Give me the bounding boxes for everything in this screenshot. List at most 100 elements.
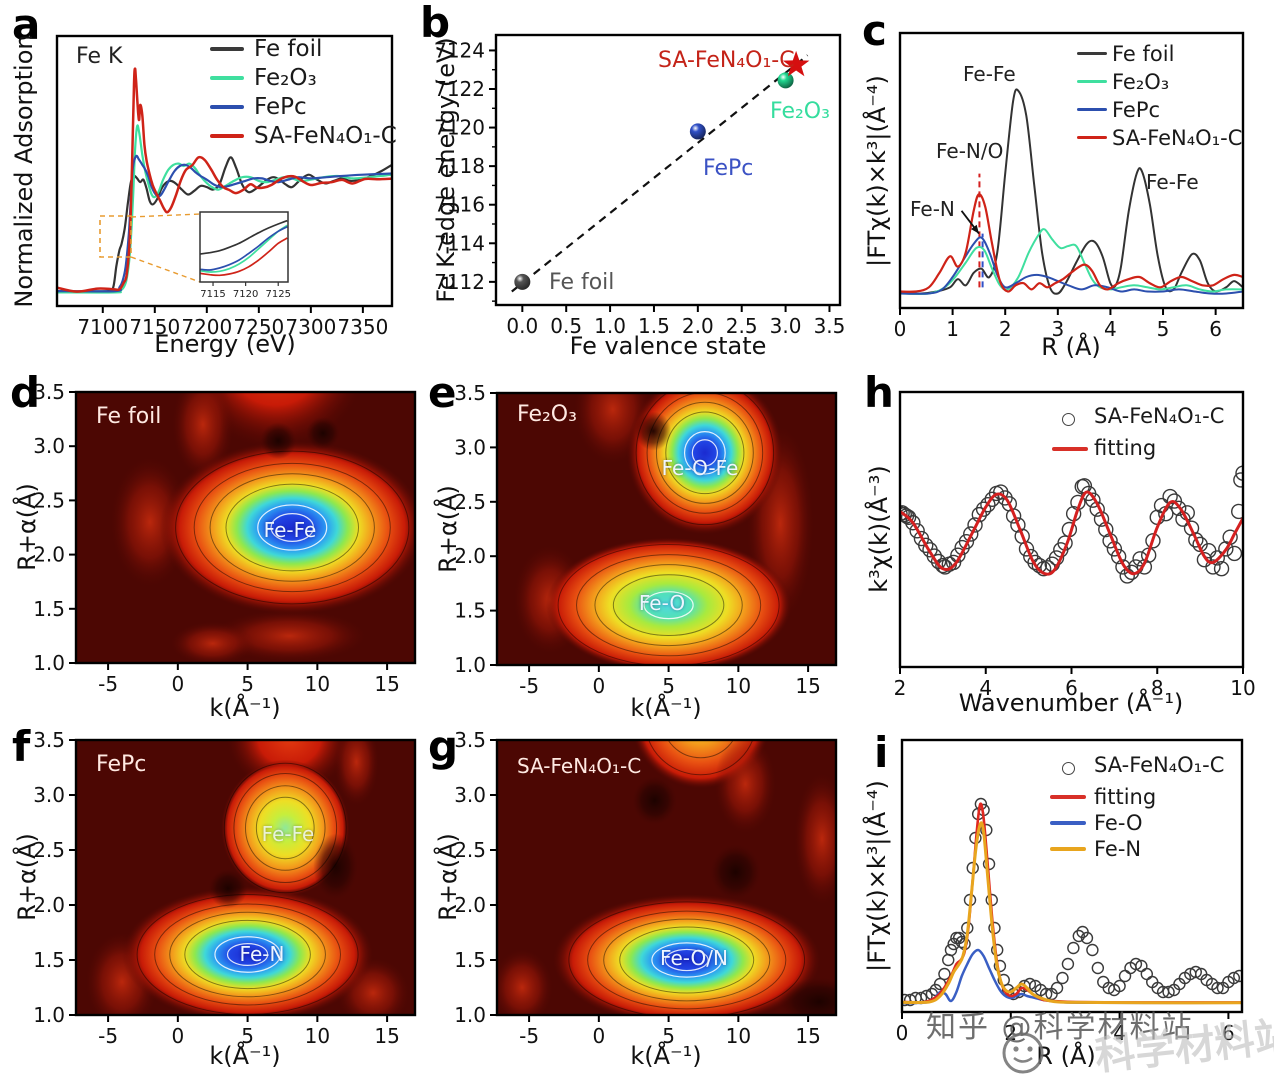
tick-label: -5 bbox=[98, 1024, 118, 1048]
panel-f-contour: -5 0 5 10 15 1.0 1.5 2.0 2.5 3.0 3.5 bbox=[33, 728, 417, 1048]
a-legend-label-fepc: FePc bbox=[254, 94, 307, 120]
tick-label: 2.5 bbox=[33, 488, 65, 512]
tick-label: 7300 bbox=[285, 315, 336, 339]
c-legend-label-fefoil: Fe foil bbox=[1112, 42, 1175, 66]
f-xlabel: k(Å⁻¹) bbox=[209, 1042, 281, 1070]
g-xlabel: k(Å⁻¹) bbox=[630, 1042, 702, 1070]
tick-label: 0 bbox=[171, 1024, 184, 1048]
tick-label: 10 bbox=[726, 1024, 751, 1048]
f-inner-title: FePc bbox=[96, 752, 147, 777]
tick-label: 0.0 bbox=[506, 314, 538, 338]
i-legend-label-feo: Fe-O bbox=[1094, 811, 1143, 835]
h-xlabel: Wavenumber (Å⁻¹) bbox=[958, 689, 1184, 717]
panel-letter-d: d bbox=[10, 368, 41, 417]
a-legend-label-fefoil: Fe foil bbox=[254, 36, 323, 62]
inset-tick-label: 7120 bbox=[233, 289, 258, 300]
tick-label: 4 bbox=[979, 676, 992, 700]
b-point-label-fe2o3: Fe₂O₃ bbox=[770, 99, 830, 124]
tick-label: 1.5 bbox=[33, 948, 65, 972]
tick-label: 2.5 bbox=[33, 838, 65, 862]
c-legend-label-fepc: FePc bbox=[1112, 98, 1161, 122]
tick-label: 2.0 bbox=[33, 543, 65, 567]
tick-label: 1.0 bbox=[454, 653, 486, 677]
b-point-label-sa: SA-FeN₄O₁-C bbox=[658, 48, 795, 73]
h-legend-label-sa: SA-FeN₄O₁-C bbox=[1094, 404, 1225, 428]
tick-label: 2.0 bbox=[682, 314, 714, 338]
a-ylabel: Normalized Adsorption bbox=[10, 34, 38, 308]
panel-e-contour: -5 0 5 10 15 1.0 1.5 2.0 2.5 3.0 3.5 bbox=[454, 381, 838, 698]
tick-label: 5 bbox=[662, 674, 675, 698]
tick-label: 6 bbox=[1209, 317, 1222, 341]
g-inner-title: SA-FeN₄O₁-C bbox=[517, 754, 642, 778]
tick-label: 3.5 bbox=[33, 380, 65, 404]
tick-label: 15 bbox=[795, 674, 820, 698]
tick-label: 10 bbox=[726, 674, 751, 698]
h-ylabel: k³χ(k)(Å⁻³) bbox=[865, 465, 893, 593]
a-legend-swatch-fefoil bbox=[210, 47, 244, 51]
panel-a-plot: 7100 7150 7200 7250 7300 7350 7115 7120 7125 bbox=[55, 34, 394, 339]
panel-c-plot: 0 1 2 3 4 5 6 bbox=[894, 31, 1245, 341]
tick-label: 10 bbox=[1230, 676, 1255, 700]
tick-label: 7118 bbox=[434, 154, 485, 178]
tick-label: 2.5 bbox=[454, 490, 486, 514]
tick-label: 7122 bbox=[434, 77, 485, 101]
panel-letter-e: e bbox=[428, 368, 457, 417]
tick-label: 7116 bbox=[434, 193, 485, 217]
h-legend-circle-marker bbox=[1062, 413, 1075, 426]
tick-label: 3.5 bbox=[33, 728, 65, 752]
i-legend-swatch-feo bbox=[1050, 821, 1086, 825]
tick-label: -5 bbox=[519, 1024, 539, 1048]
tick-label: -5 bbox=[98, 672, 118, 696]
tick-label: 1.5 bbox=[454, 599, 486, 623]
panel-letter-i: i bbox=[874, 728, 889, 777]
tick-label: 2.0 bbox=[454, 893, 486, 917]
i-legend-circle-marker bbox=[1062, 762, 1075, 775]
panel-letter-f: f bbox=[12, 722, 31, 771]
i-legend-label-fen: Fe-N bbox=[1094, 837, 1142, 861]
tick-label: 15 bbox=[374, 672, 399, 696]
tick-label: 3.5 bbox=[454, 381, 486, 405]
tick-label: 1 bbox=[946, 317, 959, 341]
c-ann-fen: Fe-N bbox=[910, 197, 955, 221]
tick-label: 7350 bbox=[337, 315, 388, 339]
e-blob-label-feofe: Fe-O-Fe bbox=[661, 456, 739, 480]
tick-label: 0 bbox=[894, 317, 907, 341]
panel-h-plot: 2 4 6 8 10 bbox=[894, 390, 1256, 700]
tick-label: 10 bbox=[305, 672, 330, 696]
c-ann-fefe2: Fe-Fe bbox=[1146, 170, 1199, 194]
d-ylabel: R+α(Å) bbox=[13, 483, 41, 571]
tick-label: 1.5 bbox=[33, 597, 65, 621]
b-ylabel: Fe K-edge energy (eV) bbox=[432, 37, 460, 303]
tick-label: 0 bbox=[171, 672, 184, 696]
i-legend-label-sa: SA-FeN₄O₁-C bbox=[1094, 753, 1225, 777]
e-blob-label-feo: Fe-O bbox=[638, 591, 686, 615]
b-xlabel: Fe valence state bbox=[569, 332, 767, 360]
panel-letter-h: h bbox=[864, 368, 894, 417]
i-legend-swatch-fitting bbox=[1050, 795, 1086, 799]
panel-i-plot: 0 2 4 6 bbox=[896, 738, 1244, 1045]
tick-label: 4 bbox=[1113, 1021, 1126, 1045]
d-blob-label-fefe: Fe-Fe bbox=[263, 518, 317, 542]
tick-label: 7112 bbox=[434, 270, 485, 294]
tick-label: 7120 bbox=[434, 116, 485, 140]
c-xlabel: R (Å) bbox=[1041, 333, 1101, 361]
tick-label: 7200 bbox=[181, 315, 232, 339]
tick-label: 1.5 bbox=[638, 314, 670, 338]
tick-label: 0 bbox=[592, 674, 605, 698]
tick-label: 5 bbox=[662, 1024, 675, 1048]
tick-label: 15 bbox=[374, 1024, 399, 1048]
c-legend-label-sa: SA-FeN₄O₁-C bbox=[1112, 126, 1243, 150]
f-ylabel: R+α(Å) bbox=[13, 833, 41, 921]
panel-letter-c: c bbox=[862, 6, 887, 55]
h-legend-label-fitting: fitting bbox=[1094, 436, 1157, 460]
f-blob-label-fefe: Fe-Fe bbox=[261, 822, 315, 846]
tick-label: -5 bbox=[519, 674, 539, 698]
tick-label: 6 bbox=[1222, 1021, 1235, 1045]
a-xlabel: Energy (eV) bbox=[154, 330, 296, 358]
watermark-text: 知乎 @科学材料站 bbox=[926, 1010, 1194, 1045]
panel-b-plot: 0.0 0.5 1.0 1.5 2.0 2.5 3.0 3.5 7112 7114 7116 7118… bbox=[434, 33, 845, 338]
tick-label: 1.0 bbox=[594, 314, 626, 338]
tick-label: 5 bbox=[1157, 317, 1170, 341]
tick-label: 3.0 bbox=[770, 314, 802, 338]
